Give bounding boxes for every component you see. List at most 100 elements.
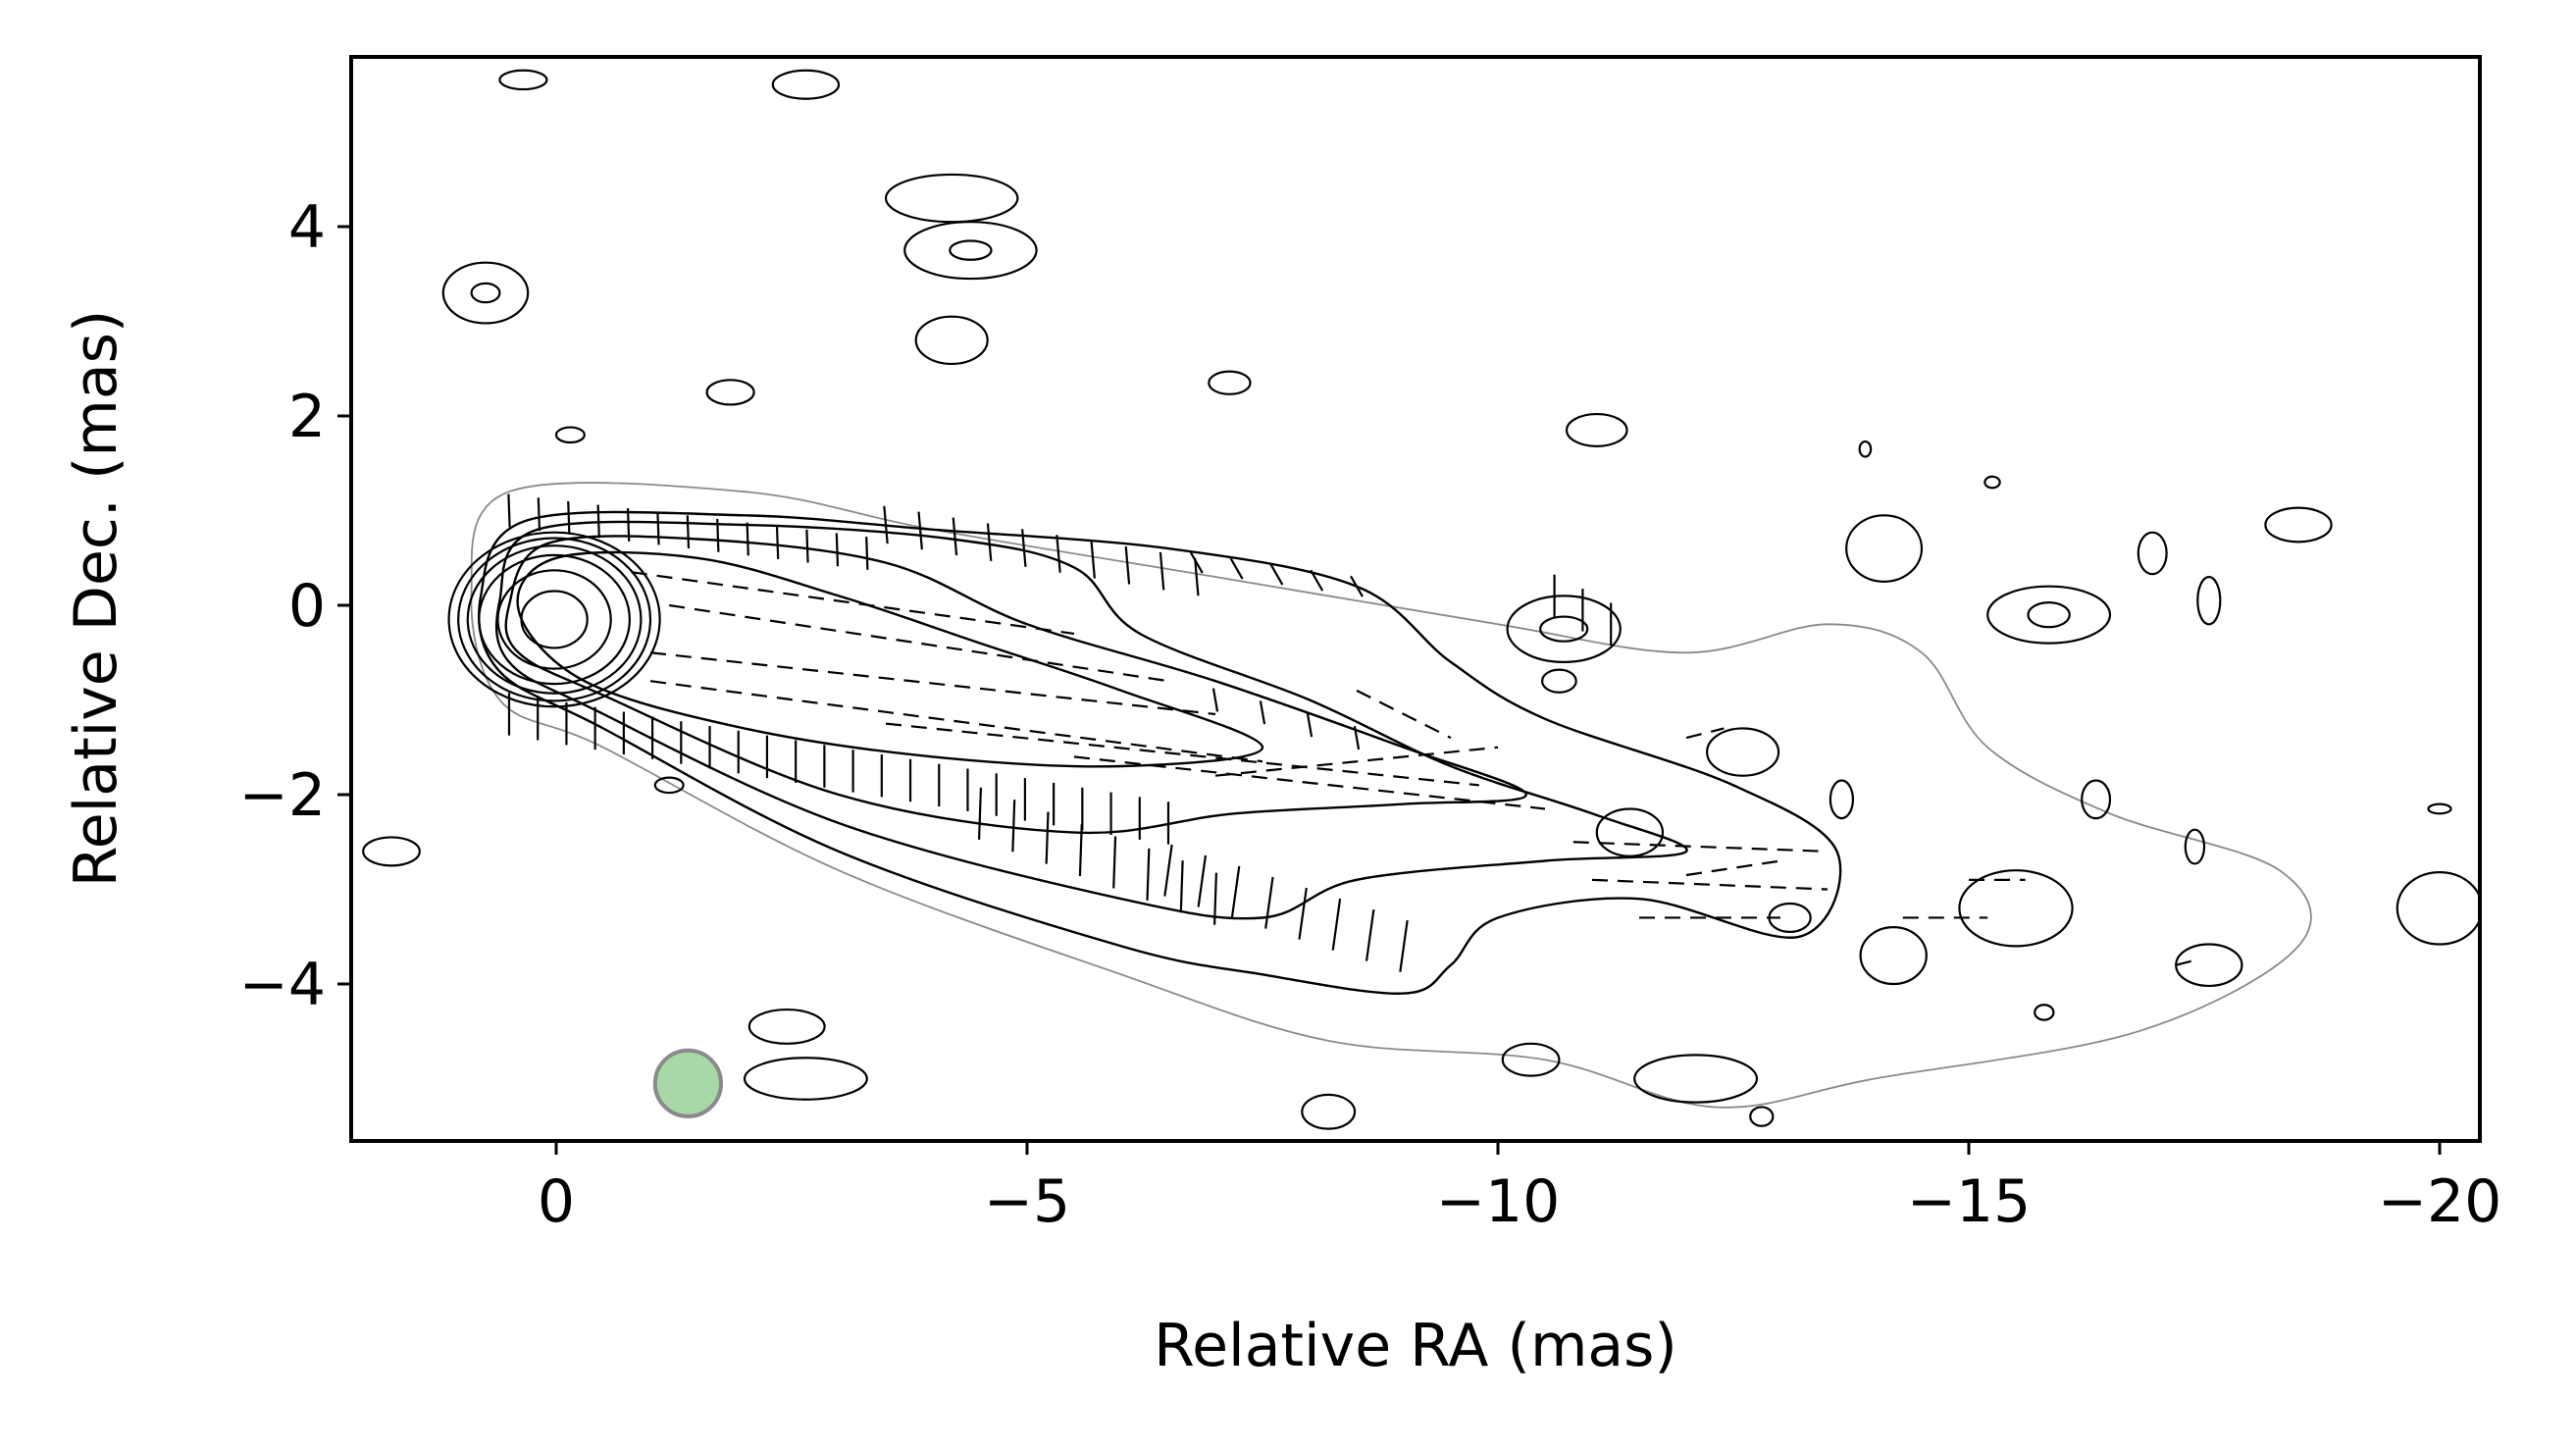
x-tick-label: −15	[1907, 1167, 2032, 1236]
evpa-vector	[1269, 563, 1284, 586]
isolated-contour	[1845, 514, 1924, 583]
y-tick-label: 2	[288, 383, 326, 451]
core-contour	[496, 569, 612, 670]
evpa-vector	[507, 493, 511, 528]
evpa-vector	[1021, 529, 1027, 567]
evpa-vector	[626, 508, 631, 542]
isolated-contour	[2184, 828, 2206, 865]
evpa-vector	[1090, 541, 1096, 579]
evpa-vector	[1124, 545, 1131, 585]
isolated-contour	[554, 426, 586, 444]
jet-contour	[494, 520, 1688, 920]
y-tick-label: 4	[288, 193, 326, 262]
isolated-contour	[1986, 585, 2112, 645]
evpa-vector	[1011, 800, 1016, 853]
core-contour	[478, 553, 631, 686]
evpa-vector	[656, 511, 660, 545]
isolated-contour	[1706, 727, 1780, 777]
evpa-dashed-line	[631, 571, 1075, 636]
isolated-contour	[498, 69, 548, 91]
evpa-dashed-line	[885, 722, 1479, 787]
evpa-dashed-line	[1591, 878, 1829, 891]
isolated-contour	[653, 776, 685, 795]
evpa-vector-group	[507, 493, 2195, 972]
x-tick-label: −10	[1436, 1167, 1561, 1236]
evpa-vector	[567, 500, 571, 535]
isolated-contour	[771, 69, 841, 100]
x-axis-label: Relative RA (mas)	[1154, 1312, 1677, 1380]
isolated-contour	[2427, 802, 2452, 815]
isolated-contour	[1565, 412, 1628, 447]
beam-group	[652, 1048, 724, 1118]
evpa-vector	[1259, 700, 1266, 725]
isolated-contour	[1301, 1093, 1357, 1130]
contour-group	[362, 69, 2480, 1130]
isolated-contour	[884, 173, 1019, 224]
isolated-contour	[1633, 1054, 1759, 1104]
evpa-dashed-line	[669, 603, 1169, 683]
evpa-vector	[1230, 865, 1241, 918]
evpa-dashed-line	[1685, 859, 1781, 877]
evpa-vector	[1112, 836, 1117, 889]
isolated-contour	[1501, 1042, 1561, 1077]
evpa-dashed-line	[1214, 746, 1499, 777]
evpa-vector	[1179, 860, 1184, 913]
evpa-vector	[1189, 551, 1204, 574]
evpa-dashed-line	[1356, 689, 1452, 740]
core-contour	[457, 537, 652, 702]
evpa-vector	[1350, 575, 1364, 597]
core-contour	[520, 590, 589, 649]
isolated-contour	[1749, 1106, 1775, 1127]
isolated-contour	[705, 379, 755, 406]
isolated-contour	[1984, 475, 2001, 490]
evpa-vector	[865, 537, 869, 570]
isolated-contour	[2175, 943, 2243, 988]
evpa-vector	[1159, 551, 1165, 591]
evpa-vector	[805, 529, 809, 563]
isolated-contour	[914, 315, 989, 366]
evpa-vector	[1163, 844, 1173, 897]
x-tick-label: −5	[984, 1167, 1070, 1236]
evpa-dashed-line	[2175, 958, 2195, 966]
evpa-vector	[1229, 557, 1244, 580]
y-tick-label: −4	[239, 951, 326, 1019]
isolated-contour	[2137, 531, 2168, 576]
evpa-vector	[883, 505, 889, 544]
isolated-contour	[2264, 506, 2333, 543]
evpa-vector	[1078, 823, 1083, 877]
evpa-vector	[1331, 898, 1342, 951]
evpa-vector	[596, 504, 600, 539]
plot-frame	[349, 55, 2482, 1143]
core-contour	[447, 531, 661, 708]
isolated-contour	[1541, 668, 1577, 694]
jet-contour	[516, 550, 1264, 768]
x-tick-label: 0	[538, 1167, 575, 1236]
evpa-dashed-line	[649, 651, 1216, 716]
isolated-contour	[1208, 370, 1252, 395]
isolated-contour	[2081, 779, 2112, 820]
isolated-contour	[2034, 1004, 2055, 1021]
evpa-vector	[537, 497, 541, 532]
isolated-contour	[1829, 779, 1855, 820]
evpa-vector	[1146, 848, 1151, 901]
evpa-vector	[1399, 919, 1409, 972]
evpa-vector	[1298, 887, 1308, 940]
x-axis: 0 −5 −10 −15 −20	[538, 1141, 2501, 1236]
y-axis: 4 2 0 −2 −4	[239, 193, 351, 1019]
lowest-contour	[470, 482, 2312, 1109]
x-tick-label: −20	[2378, 1167, 2502, 1236]
isolated-contour	[1958, 869, 2074, 948]
evpa-vector	[917, 511, 923, 550]
isolated-contour	[1858, 440, 1873, 458]
evpa-vector	[1197, 854, 1208, 907]
plot-area	[362, 69, 2480, 1130]
evpa-vector	[1306, 713, 1314, 738]
evpa-vector	[1211, 688, 1219, 712]
y-axis-label: Relative Dec. (mas)	[62, 310, 130, 888]
restoring-beam	[652, 1048, 724, 1118]
isolated-contour	[949, 239, 993, 261]
isolated-contour	[903, 221, 1038, 281]
isolated-contour	[1859, 925, 1928, 986]
